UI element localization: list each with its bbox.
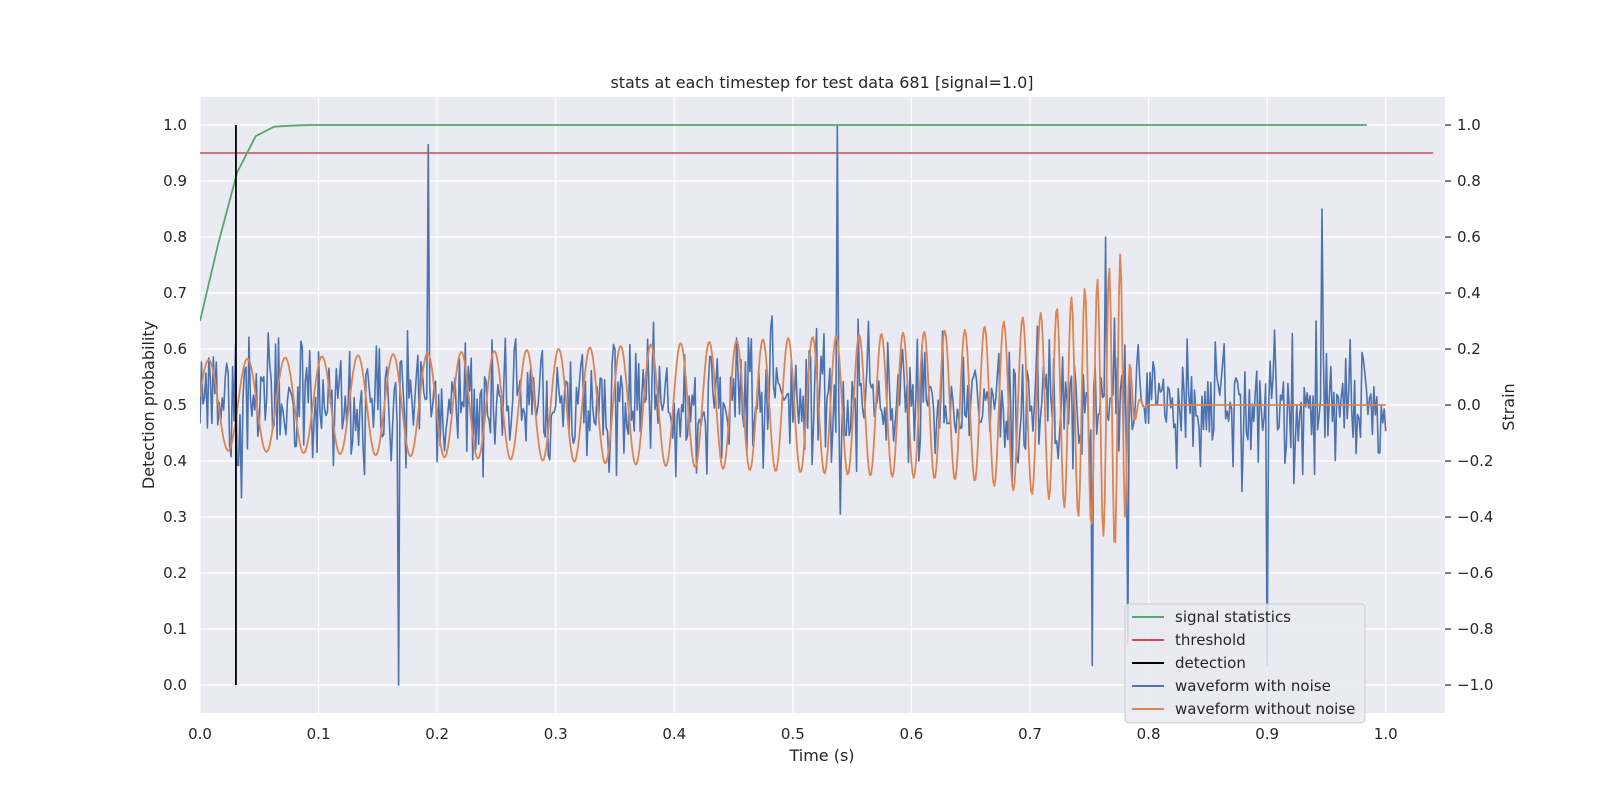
series-waveform-without-noise bbox=[200, 253, 1386, 543]
y-tick-label: 0.6 bbox=[163, 340, 187, 358]
y-tick-label: 0.9 bbox=[163, 172, 187, 190]
y2-tick-label: 0.6 bbox=[1457, 228, 1481, 246]
series-signal-statistics bbox=[200, 124, 1367, 322]
y-tick-label: 0.8 bbox=[163, 228, 187, 246]
y2-tick-label: 0.8 bbox=[1457, 172, 1481, 190]
y-tick-label: 0.2 bbox=[163, 564, 187, 582]
y2-tick-label: −1.0 bbox=[1457, 676, 1493, 694]
y-tick-label: 0.1 bbox=[163, 620, 187, 638]
tick-labels: 0.0 0.1 0.2 0.3 0.4 0.5 0.6 0.7 0.8 0.9 1.0 0.0 0.1 0… bbox=[163, 116, 1493, 743]
legend-label-waveform-without-noise: waveform without noise bbox=[1175, 700, 1355, 718]
x-tick-label: 0.6 bbox=[899, 725, 923, 743]
y2-tick-label: 1.0 bbox=[1457, 116, 1481, 134]
series-waveform-with-noise bbox=[200, 124, 1387, 686]
legend-label-waveform-with-noise: waveform with noise bbox=[1175, 677, 1331, 695]
x-axis-label: Time (s) bbox=[788, 746, 854, 765]
y2-tick-label: −0.8 bbox=[1457, 620, 1493, 638]
legend-label-signal-statistics: signal statistics bbox=[1175, 608, 1291, 626]
x-tick-label: 0.7 bbox=[1018, 725, 1042, 743]
y2-tick-label: −0.4 bbox=[1457, 508, 1493, 526]
legend-label-threshold: threshold bbox=[1175, 631, 1246, 649]
y2-tick-label: 0.4 bbox=[1457, 284, 1481, 302]
legend-label-detection: detection bbox=[1175, 654, 1246, 672]
y-tick-label: 0.4 bbox=[163, 452, 187, 470]
series-layer bbox=[200, 124, 1434, 686]
y-tick-label: 0.7 bbox=[163, 284, 187, 302]
y2-tick-label: 0.0 bbox=[1457, 396, 1481, 414]
x-tick-label: 0.0 bbox=[188, 725, 212, 743]
x-tick-label: 0.8 bbox=[1137, 725, 1161, 743]
x-tick-label: 0.1 bbox=[307, 725, 331, 743]
x-tick-label: 0.4 bbox=[662, 725, 686, 743]
y-tick-label: 0.5 bbox=[163, 396, 187, 414]
legend: signal statistics threshold detection wa… bbox=[1124, 603, 1366, 724]
x-tick-label: 0.2 bbox=[425, 725, 449, 743]
y2-tick-label: −0.2 bbox=[1457, 452, 1493, 470]
y-tick-label: 1.0 bbox=[163, 116, 187, 134]
x-tick-label: 0.3 bbox=[544, 725, 568, 743]
y2-axis-label: Strain bbox=[1499, 383, 1518, 430]
x-tick-label: 1.0 bbox=[1374, 725, 1398, 743]
y2-tick-label: −0.6 bbox=[1457, 564, 1493, 582]
x-tick-label: 0.5 bbox=[781, 725, 805, 743]
y-tick-label: 0.3 bbox=[163, 508, 187, 526]
chart-title: stats at each timestep for test data 681… bbox=[610, 73, 1033, 92]
x-tick-label: 0.9 bbox=[1255, 725, 1279, 743]
y-axis-label: Detection probability bbox=[139, 321, 158, 489]
legend-box bbox=[1124, 603, 1366, 724]
y-tick-label: 0.0 bbox=[163, 676, 187, 694]
y2-tick-label: 0.2 bbox=[1457, 340, 1481, 358]
